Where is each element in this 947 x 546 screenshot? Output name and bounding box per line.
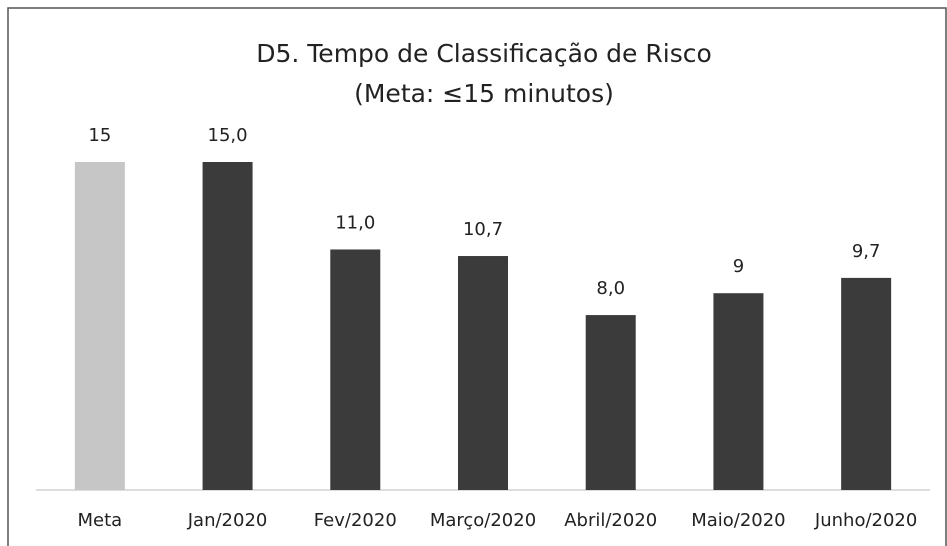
- value-label: 11,0: [335, 212, 375, 233]
- x-tick-label: Meta: [78, 510, 123, 531]
- x-tick-label: Jan/2020: [187, 510, 268, 531]
- bar: [713, 293, 764, 490]
- bar: [202, 162, 253, 490]
- value-label: 15: [88, 125, 111, 146]
- value-label: 9,7: [852, 241, 881, 262]
- value-label: 8,0: [596, 278, 625, 299]
- bar: [330, 249, 381, 490]
- x-tick-label: Junho/2020: [814, 510, 917, 531]
- chart-subtitle: (Meta: ≤15 minutos): [354, 79, 614, 108]
- chart-title: D5. Tempo de Classificação de Risco: [256, 39, 712, 68]
- x-tick-label: Março/2020: [430, 510, 536, 531]
- x-tick-label: Maio/2020: [691, 510, 785, 531]
- x-tick-label: Abril/2020: [564, 510, 657, 531]
- value-label: 10,7: [463, 219, 503, 240]
- bar: [841, 277, 892, 490]
- x-tick-label: Fev/2020: [314, 510, 397, 531]
- bar: [585, 315, 636, 490]
- value-label: 15,0: [208, 125, 248, 146]
- bar: [74, 162, 125, 490]
- bar: [458, 256, 508, 490]
- value-label: 9: [733, 256, 744, 277]
- chart-frame: [7, 7, 947, 546]
